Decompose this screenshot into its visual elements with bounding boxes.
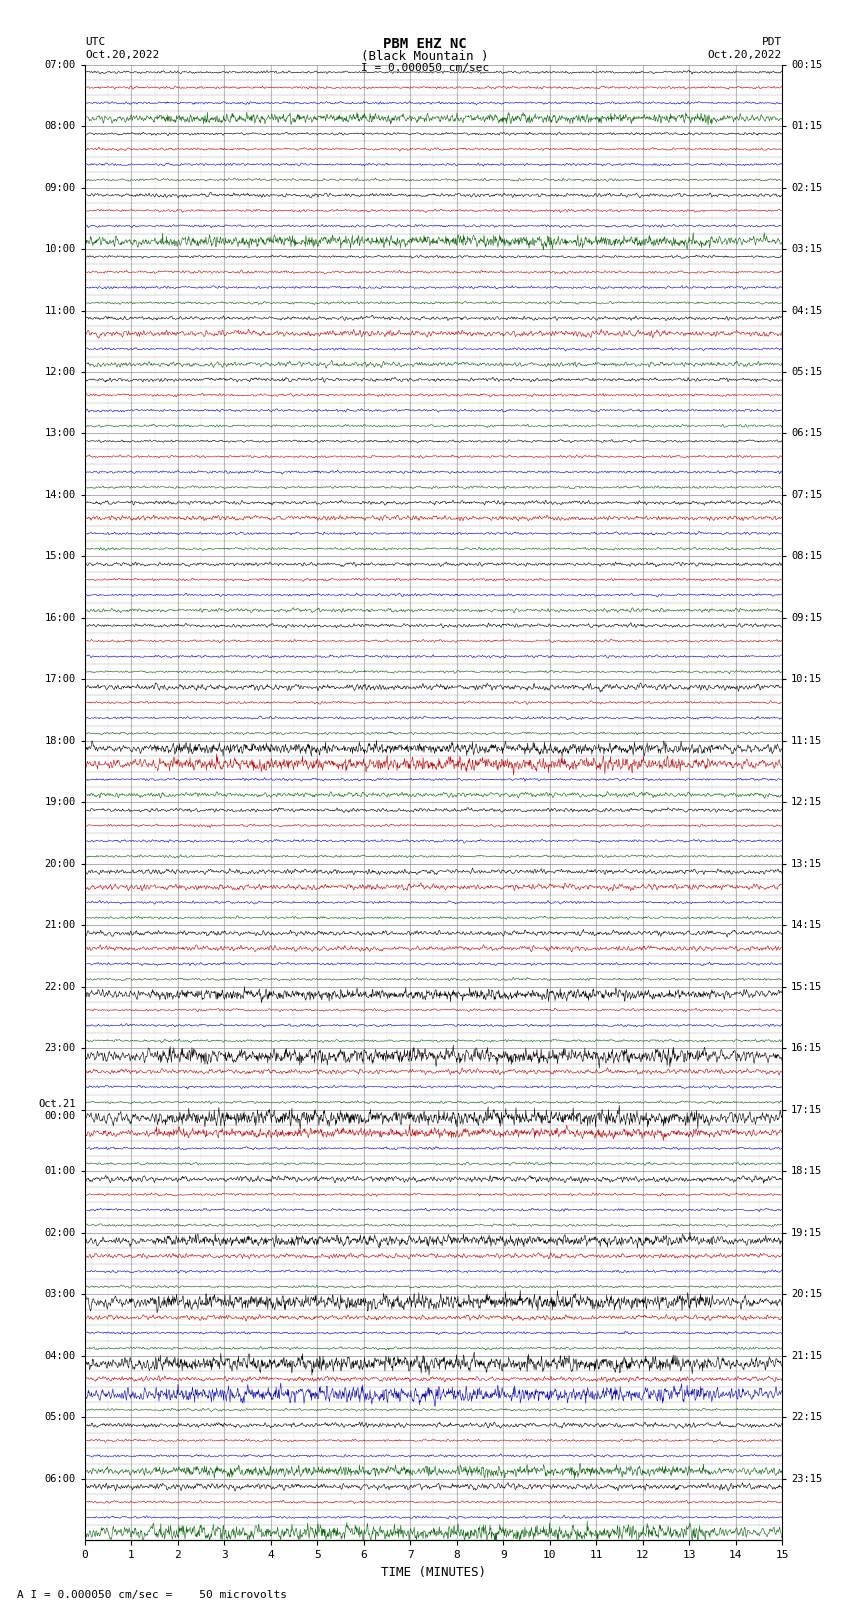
Text: (Black Mountain ): (Black Mountain ) [361, 50, 489, 63]
Text: PDT: PDT [762, 37, 782, 47]
Text: PBM EHZ NC: PBM EHZ NC [383, 37, 467, 52]
Text: A I = 0.000050 cm/sec =    50 microvolts: A I = 0.000050 cm/sec = 50 microvolts [17, 1590, 287, 1600]
Text: Oct.20,2022: Oct.20,2022 [85, 50, 159, 60]
Text: I = 0.000050 cm/sec: I = 0.000050 cm/sec [361, 63, 489, 73]
Text: Oct.20,2022: Oct.20,2022 [708, 50, 782, 60]
Text: UTC: UTC [85, 37, 105, 47]
X-axis label: TIME (MINUTES): TIME (MINUTES) [381, 1566, 486, 1579]
